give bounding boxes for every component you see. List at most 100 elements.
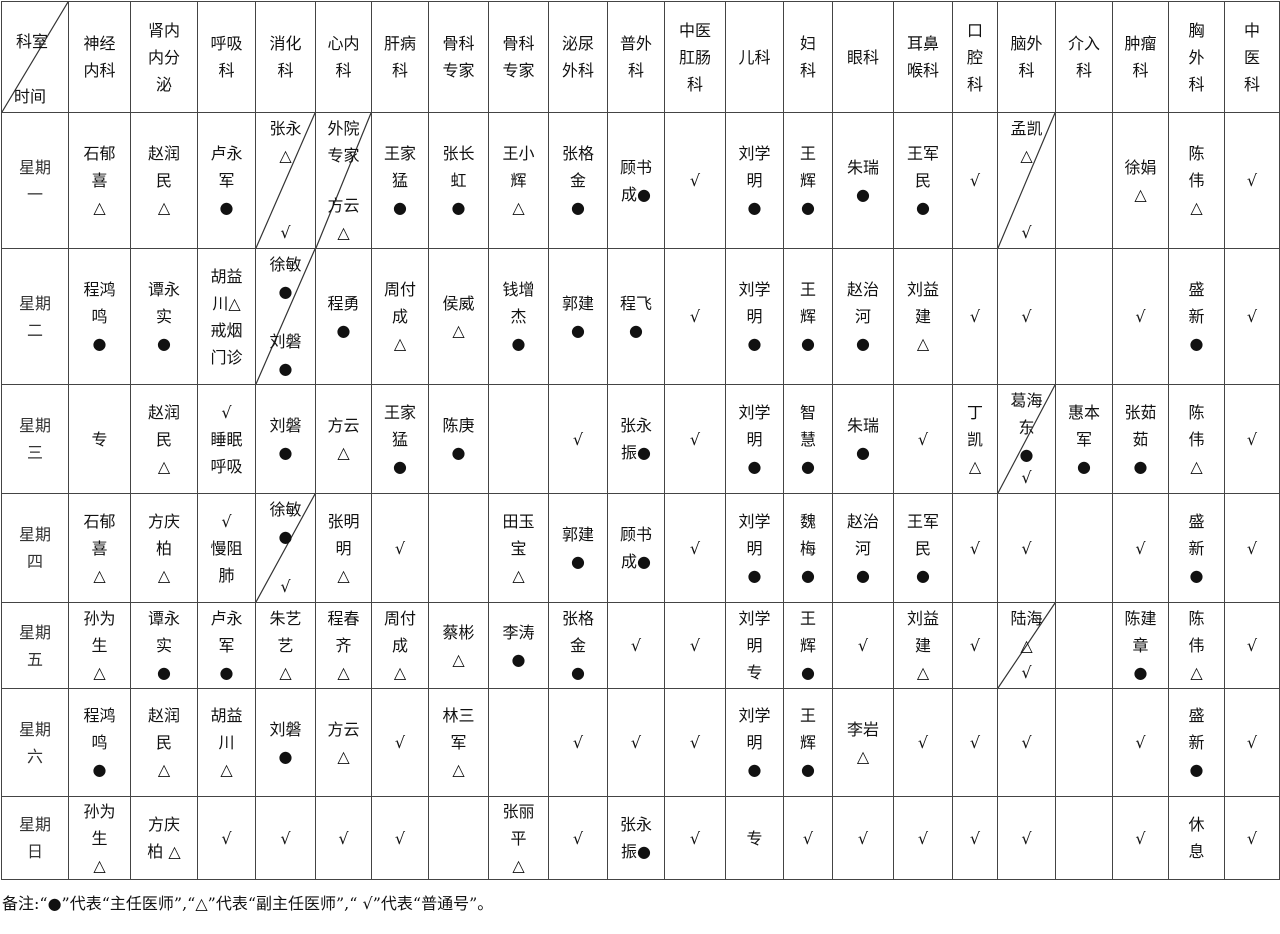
department-header: 妇 科 <box>783 1 833 113</box>
schedule-cell: √ <box>664 112 726 249</box>
schedule-cell: √ <box>607 688 665 797</box>
schedule-cell: 张格 金 ● <box>548 602 608 689</box>
schedule-cell: 张茹 茹 ● <box>1112 384 1169 494</box>
schedule-cell: √ <box>1224 493 1280 603</box>
schedule-cell: 朱艺 艺 △ <box>255 602 316 689</box>
schedule-cell <box>1055 248 1113 385</box>
department-header: 耳鼻 喉科 <box>893 1 953 113</box>
schedule-cell: √ <box>255 796 316 880</box>
department-header: 中 医 科 <box>1224 1 1280 113</box>
schedule-cell: 朱瑞 ● <box>832 112 894 249</box>
day-label: 星期 六 <box>1 688 69 797</box>
day-label: 星期 五 <box>1 602 69 689</box>
schedule-cell: 方云 △ <box>315 384 372 494</box>
department-header: 肾内 内分 泌 <box>130 1 198 113</box>
schedule-cell: 王 辉 ● <box>783 248 833 385</box>
schedule-cell: 谭永 实 ● <box>130 248 198 385</box>
schedule-cell: 孙为 生 △ <box>68 796 131 880</box>
schedule-cell: √ <box>664 602 726 689</box>
day-row: 星期 一石郁 喜 △ 赵润 民 △ 卢永 军 ● 张永 △ √ 外院 专家 方云 △ 王家 猛… <box>1 112 1280 249</box>
schedule-cell: √ <box>893 796 953 880</box>
department-header: 泌尿 外科 <box>548 1 608 113</box>
afternoon-entry: √ <box>280 223 291 242</box>
schedule-cell: 王家 猛 ● <box>371 112 429 249</box>
split-schedule-cell: 孟凯 △ √ <box>997 112 1056 249</box>
split-schedule-cell: 葛海 东 ● √ <box>997 384 1056 494</box>
schedule-cell: √ <box>997 796 1056 880</box>
schedule-cell: 王军 民 ● <box>893 112 953 249</box>
schedule-cell: √ <box>664 688 726 797</box>
schedule-cell: 徐娟 △ <box>1112 112 1169 249</box>
schedule-cell: 刘学 明 ● <box>725 112 784 249</box>
schedule-cell: √ <box>548 384 608 494</box>
schedule-cell: 休 息 <box>1168 796 1225 880</box>
day-label: 星期 日 <box>1 796 69 880</box>
schedule-cell: 刘磐 ● <box>255 688 316 797</box>
schedule-cell: 张格 金 ● <box>548 112 608 249</box>
schedule-cell: 赵润 民 △ <box>130 112 198 249</box>
morning-entry: 陆海 △ <box>1010 609 1043 655</box>
schedule-cell: √ 慢阻 肺 <box>197 493 256 603</box>
schedule-cell: 方庆 柏 △ <box>130 796 198 880</box>
schedule-cell: 陈 伟 △ <box>1168 112 1225 249</box>
schedule-cell: √ <box>664 796 726 880</box>
schedule-cell: √ <box>1224 112 1280 249</box>
day-label: 星期 一 <box>1 112 69 249</box>
schedule-cell: 方庆 柏 △ <box>130 493 198 603</box>
schedule-cell: √ <box>783 796 833 880</box>
schedule-cell: √ <box>893 688 953 797</box>
department-header: 介入 科 <box>1055 1 1113 113</box>
schedule-cell <box>1055 493 1113 603</box>
morning-entry: 张永 △ <box>269 119 302 165</box>
schedule-cell: √ <box>1224 688 1280 797</box>
split-schedule-cell: 外院 专家方云 △ <box>315 112 372 249</box>
day-row: 星期 五孙为 生 △ 谭永 实 ● 卢永 军 ● 朱艺 艺 △ 程春 齐 △ 周付 成 △… <box>1 602 1280 689</box>
schedule-cell: 顾书 成● <box>607 493 665 603</box>
schedule-cell: √ <box>997 688 1056 797</box>
split-schedule-cell: 徐敏 ● 刘磐 ● <box>255 248 316 385</box>
schedule-cell: √ <box>548 796 608 880</box>
schedule-cell: 丁 凯 △ <box>952 384 998 494</box>
morning-entry: 外院 专家 <box>327 119 360 165</box>
schedule-cell: 周付 成 △ <box>371 602 429 689</box>
schedule-cell: 专 <box>725 796 784 880</box>
header-row: 科室 时间 神经 内科 肾内 内分 泌呼吸 科消化 科心内 科肝病 科骨科 专家 骨科 … <box>1 1 1280 113</box>
day-label: 星期 二 <box>1 248 69 385</box>
schedule-cell: 胡益 川 △ <box>197 688 256 797</box>
schedule-cell: 陈建 章 ● <box>1112 602 1169 689</box>
department-header: 口 腔 科 <box>952 1 998 113</box>
department-header: 普外 科 <box>607 1 665 113</box>
schedule-cell: √ <box>893 384 953 494</box>
schedule-cell: √ <box>371 796 429 880</box>
afternoon-entry: 方云 △ <box>327 196 360 242</box>
schedule-cell: √ <box>832 602 894 689</box>
split-schedule-cell: 徐敏 ● √ <box>255 493 316 603</box>
schedule-cell: 盛 新 ● <box>1168 248 1225 385</box>
schedule-cell: 侯威 △ <box>428 248 489 385</box>
schedule-cell: √ <box>1112 493 1169 603</box>
schedule-cell: 赵润 民 △ <box>130 384 198 494</box>
schedule-cell: 刘益 建 △ <box>893 602 953 689</box>
schedule-cell: √ <box>952 602 998 689</box>
corner-dept-label: 科室 <box>16 32 49 51</box>
schedule-cell <box>428 796 489 880</box>
department-header: 骨科 专家 <box>488 1 549 113</box>
department-header: 胸 外 科 <box>1168 1 1225 113</box>
schedule-cell: 张长 虹 ● <box>428 112 489 249</box>
schedule-cell: √ <box>1224 796 1280 880</box>
schedule-cell: √ <box>371 688 429 797</box>
schedule-cell: 刘学 明 ● <box>725 384 784 494</box>
schedule-cell: √ <box>1224 248 1280 385</box>
department-header: 骨科 专家 <box>428 1 489 113</box>
schedule-cell: √ <box>1112 248 1169 385</box>
schedule-cell: 张丽 平 △ <box>488 796 549 880</box>
schedule-cell: 卢永 军 ● <box>197 602 256 689</box>
schedule-cell: 王家 猛 ● <box>371 384 429 494</box>
department-header: 神经 内科 <box>68 1 131 113</box>
corner-header: 科室 时间 <box>1 1 69 113</box>
schedule-cell: 智 慧 ● <box>783 384 833 494</box>
schedule-cell: 钱增 杰 ● <box>488 248 549 385</box>
day-row: 星期 三专赵润 民 △ √ 睡眠 呼吸 刘磐 ● 方云 △ 王家 猛 ● 陈庚 ● √ 张永 … <box>1 384 1280 494</box>
schedule-cell: 张永 振● <box>607 384 665 494</box>
department-header: 脑外 科 <box>997 1 1056 113</box>
